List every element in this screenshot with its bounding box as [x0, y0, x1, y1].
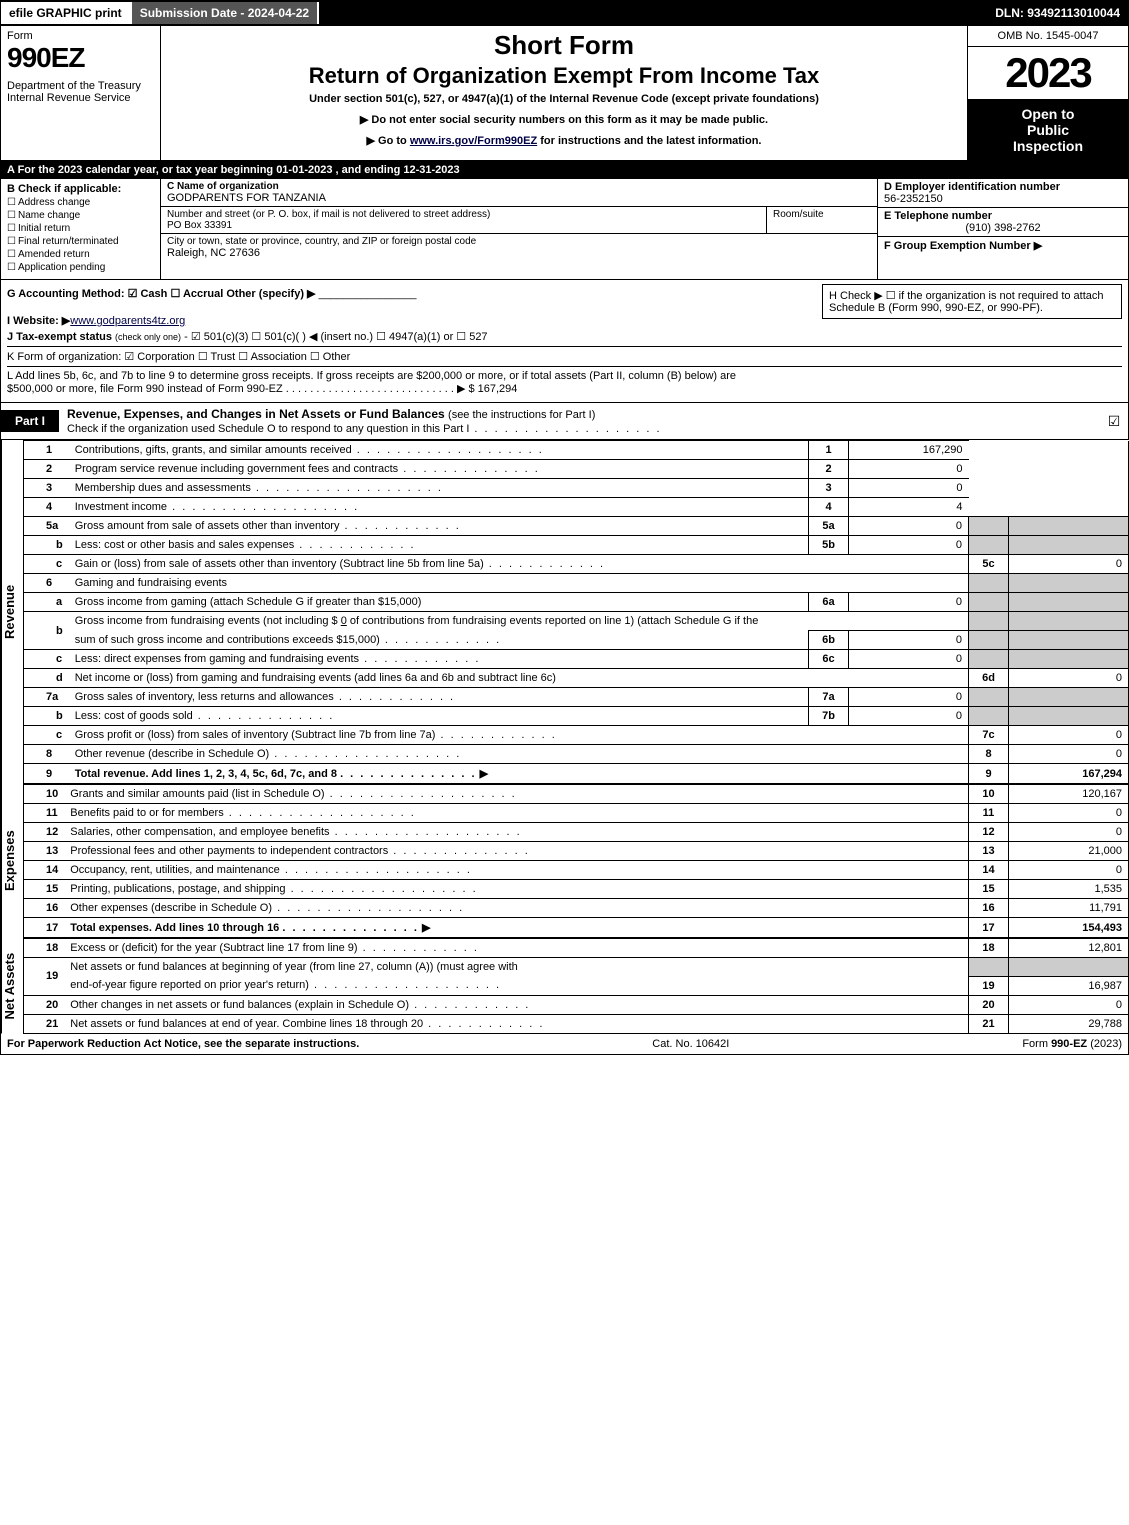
line-j: J Tax-exempt status (check only one) - ☑… — [7, 330, 1122, 343]
column-def: D Employer identification number 56-2352… — [878, 179, 1128, 279]
room-cell: Room/suite — [767, 207, 877, 233]
chk-amended-return[interactable]: Amended return — [7, 249, 154, 260]
line-5a: 5aGross amount from sale of assets other… — [24, 517, 1129, 536]
line-6: 6Gaming and fundraising events — [24, 574, 1129, 593]
line-9: 9Total revenue. Add lines 1, 2, 3, 4, 5c… — [24, 764, 1129, 784]
line-1: 1Contributions, gifts, grants, and simil… — [24, 441, 1129, 460]
line-7b: bLess: cost of goods sold7b0 — [24, 707, 1129, 726]
city-cell: City or town, state or province, country… — [161, 234, 877, 261]
header-left: Form 990EZ Department of the Treasury In… — [1, 26, 161, 160]
side-netassets: Net Assets — [1, 938, 23, 1034]
addr-cell: Number and street (or P. O. box, if mail… — [161, 207, 767, 233]
page-footer: For Paperwork Reduction Act Notice, see … — [0, 1034, 1129, 1055]
chk-name-change[interactable]: Name change — [7, 210, 154, 221]
return-title: Return of Organization Exempt From Incom… — [171, 63, 957, 89]
line-8: 8Other revenue (describe in Schedule O)8… — [24, 745, 1129, 764]
line-k: K Form of organization: ☑ Corporation ☐ … — [7, 346, 1122, 363]
part1-check[interactable]: ☑ — [1100, 413, 1128, 430]
expenses-block: Expenses 10Grants and similar amounts pa… — [0, 784, 1129, 938]
part1-tab: Part I — [1, 410, 59, 432]
line-15: 15Printing, publications, postage, and s… — [24, 880, 1129, 899]
footer-mid: Cat. No. 10642I — [652, 1038, 729, 1050]
group-exemption-cell: F Group Exemption Number ▶ — [878, 237, 1128, 254]
org-name-cell: C Name of organization GODPARENTS FOR TA… — [161, 179, 877, 207]
netassets-block: Net Assets 18Excess or (deficit) for the… — [0, 938, 1129, 1034]
line-2: 2Program service revenue including gover… — [24, 460, 1129, 479]
line-5b: bLess: cost or other basis and sales exp… — [24, 536, 1129, 555]
header-center: Short Form Return of Organization Exempt… — [161, 26, 968, 160]
ein-cell: D Employer identification number 56-2352… — [878, 179, 1128, 208]
under-section: Under section 501(c), 527, or 4947(a)(1)… — [171, 93, 957, 105]
line-18: 18Excess or (deficit) for the year (Subt… — [24, 939, 1129, 958]
column-b: B Check if applicable: Address change Na… — [1, 179, 161, 279]
goto-link[interactable]: Go to www.irs.gov/Form990EZ for instruct… — [171, 134, 957, 147]
dept-2: Internal Revenue Service — [7, 92, 154, 104]
column-c: C Name of organization GODPARENTS FOR TA… — [161, 179, 878, 279]
irs-link[interactable]: www.irs.gov/Form990EZ — [410, 135, 537, 147]
footer-left: For Paperwork Reduction Act Notice, see … — [7, 1038, 359, 1050]
form-label: Form — [7, 30, 154, 42]
line-7c: cGross profit or (loss) from sales of in… — [24, 726, 1129, 745]
line-16: 16Other expenses (describe in Schedule O… — [24, 899, 1129, 918]
side-expenses: Expenses — [1, 784, 23, 938]
line-6d: dNet income or (loss) from gaming and fu… — [24, 669, 1129, 688]
ssn-warning: Do not enter social security numbers on … — [171, 113, 957, 126]
side-revenue: Revenue — [1, 440, 23, 784]
line-l: L Add lines 5b, 6c, and 7b to line 9 to … — [7, 366, 1122, 395]
short-form-title: Short Form — [171, 30, 957, 61]
h-box: H Check ▶ ☐ if the organization is not r… — [822, 284, 1122, 319]
line-6b-1: bGross income from fundraising events (n… — [24, 612, 1129, 631]
line-6c: cLess: direct expenses from gaming and f… — [24, 650, 1129, 669]
dept-1: Department of the Treasury — [7, 80, 154, 92]
chk-final-return[interactable]: Final return/terminated — [7, 236, 154, 247]
tax-year: 2023 — [968, 47, 1128, 99]
part1-title: Revenue, Expenses, and Changes in Net As… — [59, 403, 1100, 439]
line-21: 21Net assets or fund balances at end of … — [24, 1014, 1129, 1033]
phone-cell: E Telephone number (910) 398-2762 — [878, 208, 1128, 237]
chk-initial-return[interactable]: Initial return — [7, 223, 154, 234]
section-bcdef: B Check if applicable: Address change Na… — [0, 179, 1129, 280]
open-public: Open to Public Inspection — [968, 99, 1128, 160]
line-13: 13Professional fees and other payments t… — [24, 842, 1129, 861]
line-19-2: end-of-year figure reported on prior yea… — [24, 976, 1129, 995]
form-header: Form 990EZ Department of the Treasury In… — [0, 26, 1129, 161]
line-19-1: 19Net assets or fund balances at beginni… — [24, 958, 1129, 977]
header-right: OMB No. 1545-0047 2023 Open to Public In… — [968, 26, 1128, 160]
form-number: 990EZ — [7, 42, 154, 74]
submission-date: Submission Date - 2024-04-22 — [132, 2, 319, 24]
line-3: 3Membership dues and assessments30 — [24, 479, 1129, 498]
line-20: 20Other changes in net assets or fund ba… — [24, 995, 1129, 1014]
part1-header: Part I Revenue, Expenses, and Changes in… — [0, 403, 1129, 440]
section-ghijkl: H Check ▶ ☐ if the organization is not r… — [0, 280, 1129, 403]
line-5c: cGain or (loss) from sale of assets othe… — [24, 555, 1129, 574]
dln: DLN: 93492113010044 — [987, 2, 1128, 24]
efile-label[interactable]: efile GRAPHIC print — [1, 2, 132, 24]
b-label: B Check if applicable: — [7, 183, 154, 195]
line-6b-2: sum of such gross income and contributio… — [24, 631, 1129, 650]
footer-right: Form 990-EZ (2023) — [1022, 1038, 1122, 1050]
line-12: 12Salaries, other compensation, and empl… — [24, 823, 1129, 842]
chk-application-pending[interactable]: Application pending — [7, 262, 154, 273]
line-17: 17Total expenses. Add lines 10 through 1… — [24, 918, 1129, 938]
row-a-period: A For the 2023 calendar year, or tax yea… — [0, 161, 1129, 179]
line-7a: 7aGross sales of inventory, less returns… — [24, 688, 1129, 707]
line-6a: aGross income from gaming (attach Schedu… — [24, 593, 1129, 612]
top-bar: efile GRAPHIC print Submission Date - 20… — [0, 0, 1129, 26]
line-10: 10Grants and similar amounts paid (list … — [24, 785, 1129, 804]
chk-address-change[interactable]: Address change — [7, 197, 154, 208]
omb-number: OMB No. 1545-0047 — [968, 26, 1128, 47]
line-14: 14Occupancy, rent, utilities, and mainte… — [24, 861, 1129, 880]
line-4: 4Investment income44 — [24, 498, 1129, 517]
website-link[interactable]: www.godparents4tz.org — [70, 315, 185, 327]
line-11: 11Benefits paid to or for members110 — [24, 804, 1129, 823]
revenue-block: Revenue 1Contributions, gifts, grants, a… — [0, 440, 1129, 784]
